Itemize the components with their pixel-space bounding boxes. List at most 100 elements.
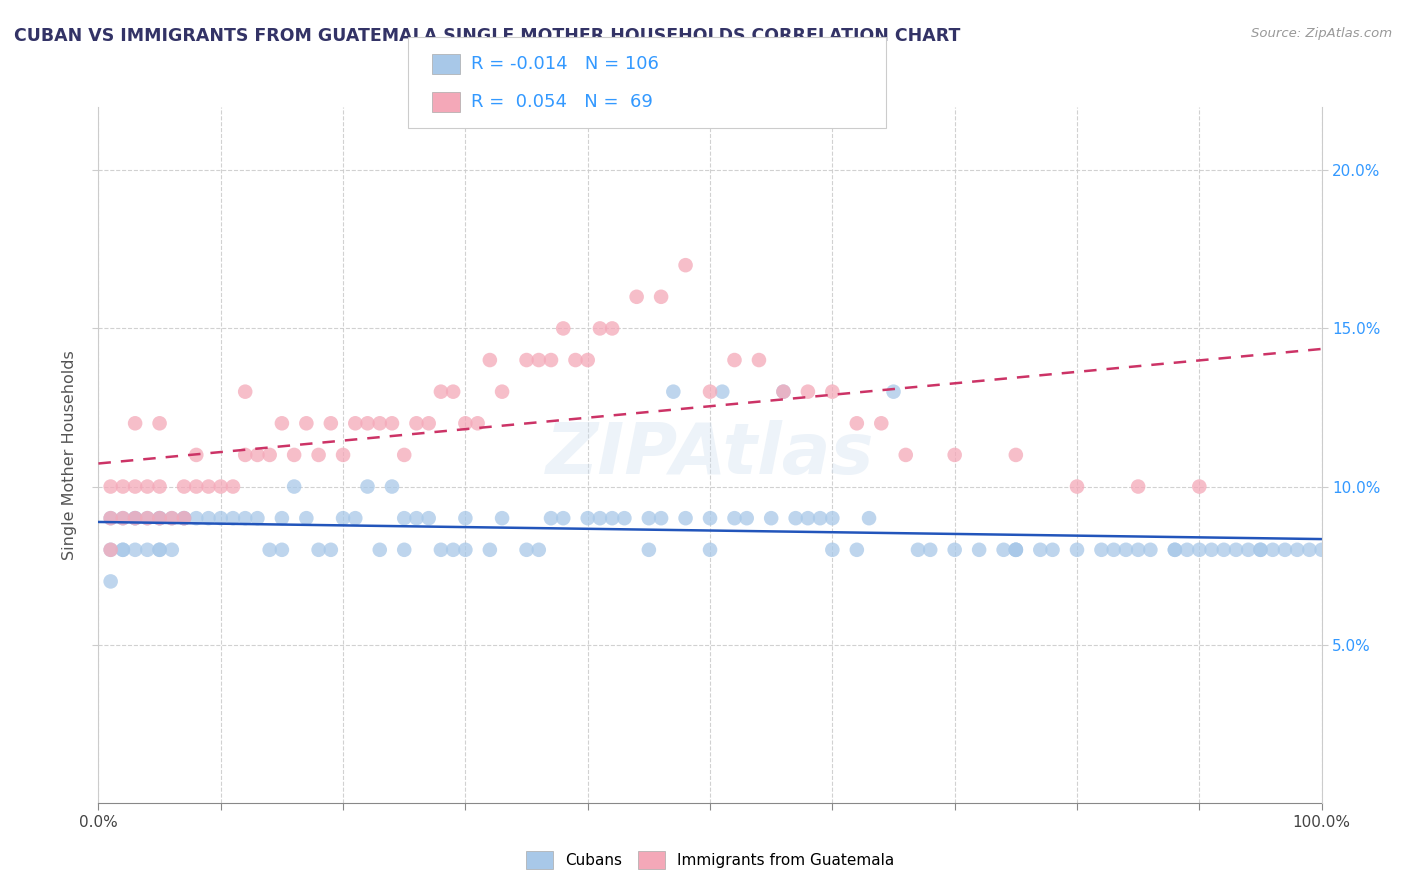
Point xyxy=(650,511,672,525)
Point xyxy=(344,511,367,525)
Point xyxy=(332,448,354,462)
Point xyxy=(675,258,697,272)
Point xyxy=(1286,542,1309,557)
Point xyxy=(675,511,697,525)
Point xyxy=(233,384,256,399)
Point xyxy=(920,542,942,557)
Point xyxy=(381,479,404,493)
Point xyxy=(441,384,464,399)
Point xyxy=(173,479,195,493)
Point xyxy=(626,290,648,304)
Point xyxy=(1175,542,1198,557)
Point xyxy=(124,479,146,493)
Point xyxy=(160,511,183,525)
Point xyxy=(454,542,477,557)
Point xyxy=(392,542,416,557)
Point xyxy=(111,511,134,525)
Point xyxy=(283,448,305,462)
Point xyxy=(149,542,172,557)
Point xyxy=(1188,542,1211,557)
Point xyxy=(308,542,330,557)
Point xyxy=(209,511,232,525)
Point xyxy=(527,353,550,368)
Point xyxy=(173,511,195,525)
Point xyxy=(467,417,489,431)
Point xyxy=(392,511,416,525)
Point xyxy=(381,417,404,431)
Point xyxy=(699,542,721,557)
Point xyxy=(111,479,134,493)
Text: R =  0.054   N =  69: R = 0.054 N = 69 xyxy=(471,93,652,111)
Point xyxy=(1298,542,1320,557)
Point xyxy=(845,542,868,557)
Point xyxy=(589,321,612,335)
Point xyxy=(186,448,208,462)
Point xyxy=(441,542,464,557)
Point xyxy=(173,511,195,525)
Point xyxy=(124,542,146,557)
Point xyxy=(943,542,966,557)
Point xyxy=(1128,479,1150,493)
Point xyxy=(1102,542,1125,557)
Point xyxy=(821,511,844,525)
Point xyxy=(907,542,929,557)
Point xyxy=(858,511,880,525)
Point xyxy=(124,417,146,431)
Point xyxy=(478,542,501,557)
Point xyxy=(149,479,172,493)
Point xyxy=(516,353,538,368)
Point xyxy=(356,417,378,431)
Point xyxy=(638,542,661,557)
Point xyxy=(418,511,440,525)
Point xyxy=(246,448,269,462)
Point xyxy=(821,542,844,557)
Point xyxy=(100,511,122,525)
Point xyxy=(149,511,172,525)
Point xyxy=(1201,542,1223,557)
Point xyxy=(454,417,477,431)
Point xyxy=(1128,542,1150,557)
Point xyxy=(319,542,342,557)
Point xyxy=(1164,542,1187,557)
Point xyxy=(136,542,159,557)
Point xyxy=(894,448,917,462)
Point xyxy=(368,542,391,557)
Point xyxy=(270,511,294,525)
Point xyxy=(319,417,342,431)
Point xyxy=(1237,542,1260,557)
Point xyxy=(111,511,134,525)
Point xyxy=(943,448,966,462)
Point xyxy=(761,511,783,525)
Point xyxy=(1066,479,1088,493)
Point xyxy=(136,511,159,525)
Text: R = -0.014   N = 106: R = -0.014 N = 106 xyxy=(471,55,659,73)
Point xyxy=(553,511,575,525)
Text: ZIPAtlas: ZIPAtlas xyxy=(546,420,875,490)
Point xyxy=(368,417,391,431)
Point xyxy=(111,542,134,557)
Point xyxy=(233,448,256,462)
Point xyxy=(650,290,672,304)
Point xyxy=(430,384,453,399)
Legend: Cubans, Immigrants from Guatemala: Cubans, Immigrants from Guatemala xyxy=(519,846,901,875)
Point xyxy=(883,384,905,399)
Point xyxy=(699,511,721,525)
Point xyxy=(797,511,820,525)
Point xyxy=(797,384,820,399)
Point xyxy=(222,479,245,493)
Point xyxy=(553,321,575,335)
Point xyxy=(1274,542,1296,557)
Point xyxy=(149,511,172,525)
Point xyxy=(723,511,745,525)
Point xyxy=(418,417,440,431)
Point xyxy=(662,384,685,399)
Point xyxy=(638,511,661,525)
Point xyxy=(344,417,367,431)
Point xyxy=(197,511,219,525)
Point xyxy=(1139,542,1161,557)
Point xyxy=(405,417,427,431)
Point xyxy=(1250,542,1272,557)
Point xyxy=(699,384,721,399)
Point xyxy=(1261,542,1284,557)
Point xyxy=(186,479,208,493)
